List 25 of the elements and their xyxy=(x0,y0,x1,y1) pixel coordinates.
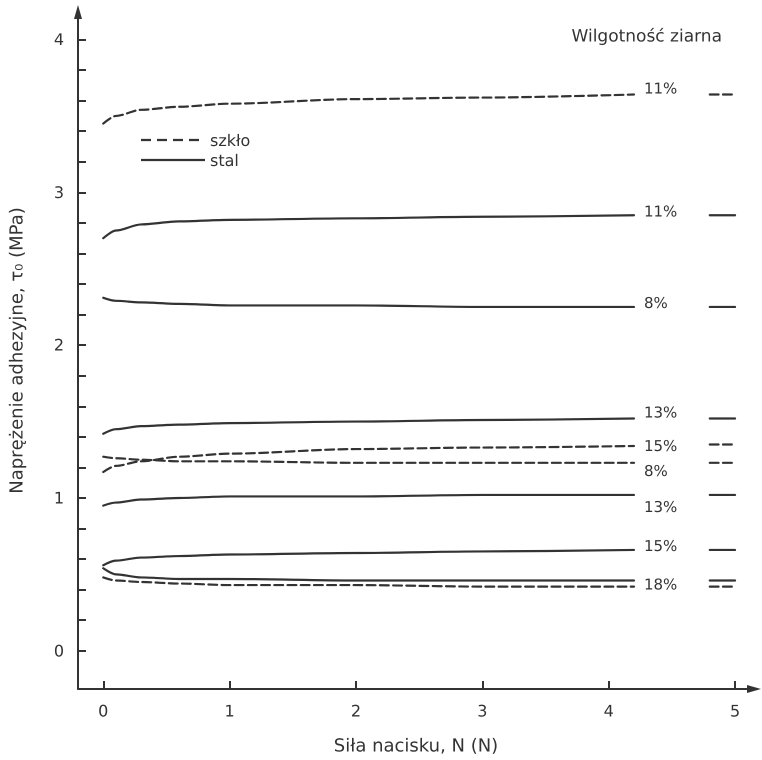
series-label: 18% xyxy=(644,575,678,594)
x-tick-label: 4 xyxy=(604,702,614,720)
y-tick-label: 0 xyxy=(54,641,64,660)
y-tick-label: 3 xyxy=(54,182,64,202)
x-tick-label: 1 xyxy=(224,702,235,720)
x-axis-title: Siła nacisku, N (N) xyxy=(334,736,498,756)
x-tick-label: 2 xyxy=(350,702,362,720)
series-label: 13% xyxy=(644,404,678,422)
series-label: 8% xyxy=(644,462,668,480)
series-label: 15% xyxy=(644,536,678,555)
series-label: 11% xyxy=(644,202,678,220)
series-label: 13% xyxy=(644,498,678,516)
x-tick-label: 3 xyxy=(477,702,488,720)
annotation: stal xyxy=(210,150,239,170)
y-tick-label: 1 xyxy=(54,488,64,508)
y-tick-label: 4 xyxy=(54,30,64,50)
series-label: 8% xyxy=(644,294,668,312)
x-tick-label: 5 xyxy=(730,702,740,720)
annotation: Wilgotność ziarna xyxy=(572,26,722,46)
x-tick-label: 0 xyxy=(98,702,108,720)
series-label: 11% xyxy=(644,80,678,98)
annotation: szkło xyxy=(210,130,250,150)
series-label: 15% xyxy=(644,437,678,456)
y-axis-title: Naprężenie adhezyjne, τ₀ (MPa) xyxy=(6,207,28,494)
y-tick-label: 2 xyxy=(54,336,64,355)
